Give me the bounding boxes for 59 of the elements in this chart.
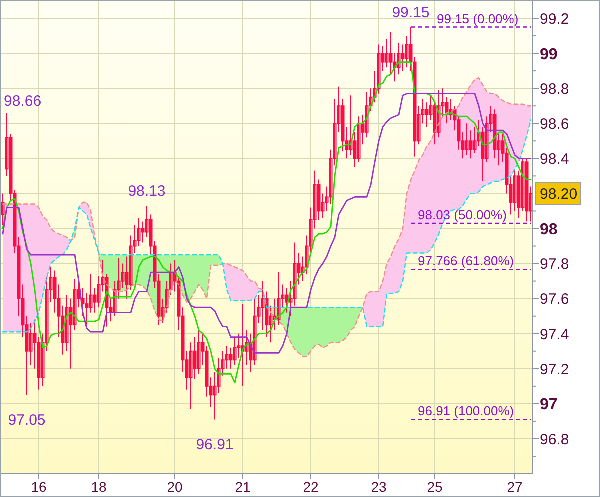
y-tick-label: 99 [540,46,558,64]
candlestick [29,322,33,366]
candlestick [233,336,237,366]
candlestick [197,330,201,375]
y-tick-label: 98.8 [540,80,570,98]
candlestick [465,123,469,156]
candlestick [89,274,93,314]
candlestick [293,242,297,306]
candlestick [385,39,389,68]
x-tick-label: 22 [303,479,319,495]
y-tick-label: 97.4 [540,326,570,344]
annotation: 98.66 [4,93,42,110]
annotation: 97.05 [8,412,46,430]
candlestick [225,346,229,370]
annotation: 99.15 [392,4,430,22]
candlestick [73,279,77,331]
x-tick-label: 18 [91,479,107,495]
x-tick-label: 25 [427,479,443,495]
candlestick [121,263,125,289]
candlestick [349,95,353,156]
candlestick [357,116,361,163]
x-tick-label: 23 [371,479,387,495]
ref-line-label: 99.15 (0.00%) [437,11,519,26]
candlestick [437,90,441,138]
y-tick-label: 98 [540,222,558,238]
candlestick [405,36,409,68]
annotation: 98.13 [128,182,166,200]
candlestick [397,42,401,76]
candlestick [1,193,5,226]
annotation: 96.91 [196,436,234,454]
y-tick-label: 99.2 [540,10,570,28]
y-tick-label: 97.2 [540,361,570,378]
candlestick [253,298,257,366]
x-tick-label: 16 [31,479,47,495]
y-tick-label: 96.8 [540,431,570,448]
ref-line-label: 98.03 (50.00%) [418,207,507,222]
y-tick-label: 97.8 [540,256,570,274]
y-tick-label: 98.4 [540,151,570,168]
y-tick-label: 97 [540,396,558,414]
candlestick [521,158,525,212]
y-tick-label: 98.20 [540,186,578,204]
ref-line-label: 96.91 (100.00%) [418,404,514,419]
candlestick [469,130,473,160]
candlestick [377,44,381,94]
candlestick [277,272,281,326]
candlestick [513,168,517,212]
candlestick [137,218,141,247]
x-tick-label: 20 [167,479,183,495]
candlestick [237,333,241,359]
candlestick [449,98,453,121]
line-series [2,120,532,333]
x-tick-label: 27 [507,479,523,495]
ref-line-label: 97.766 (61.80%) [418,254,514,269]
candlestick [245,330,249,366]
y-tick-label: 97.6 [540,291,570,308]
candlestick [365,92,369,138]
x-tick-label: 21 [235,479,251,495]
y-tick-label: 98.6 [540,116,570,134]
candlestick [261,280,265,331]
